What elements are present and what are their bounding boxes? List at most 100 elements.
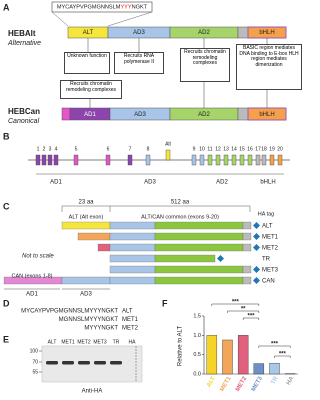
header: HA tag (258, 211, 275, 217)
exon-number: 15 (239, 146, 245, 152)
segment (109, 243, 156, 252)
exon (47, 154, 53, 166)
exon-number: 2 (43, 146, 46, 152)
bar (253, 363, 265, 375)
exon (105, 154, 111, 166)
exon-number: 6 (107, 146, 110, 152)
isoform-label: MET2 (262, 246, 279, 252)
exon (145, 154, 151, 166)
exon-number: 20 (277, 146, 283, 152)
lane-label: MET3 (93, 339, 107, 345)
isoform-label: ALT (262, 224, 273, 230)
segment (154, 254, 216, 263)
exon-number: 1 (37, 146, 40, 152)
panel-letter: F (162, 298, 168, 308)
sequence: MYCAYPVPGMGNNSLMYYYNGKT (57, 5, 148, 11)
exon-number: 9 (193, 146, 196, 152)
note-box: Recruits RNA polymerase II (114, 52, 164, 74)
exon (191, 154, 197, 166)
exon-number: 17 (255, 146, 261, 152)
isoform-label: MET3 (262, 268, 279, 274)
note-box: BASIC region mediates DNA binding to E-b… (236, 44, 302, 90)
exon-number: 12 (215, 146, 221, 152)
lane-label: MET1 (61, 339, 75, 345)
exon (127, 154, 133, 166)
marker-label: 70 (32, 359, 38, 365)
segment (242, 276, 252, 285)
exon-number: Alt (165, 141, 171, 147)
y-axis-label: Relative to ALT (178, 326, 184, 367)
segment (154, 221, 244, 230)
seq-box (51, 1, 153, 13)
domain-label: bHLH (260, 180, 275, 186)
segment (61, 276, 111, 285)
domain-label: AD3 (134, 112, 146, 118)
band (94, 361, 106, 365)
domain-label: ALT (83, 30, 94, 36)
domain-label: bHLH (259, 30, 274, 36)
segment (242, 243, 252, 252)
sig-label: *** (279, 352, 287, 358)
x-tick-label: MET2 (235, 375, 249, 392)
band (78, 361, 90, 365)
y-tick-label: 1.5 (193, 313, 201, 319)
sequence-label: MET1 (122, 317, 139, 323)
segment (109, 232, 156, 241)
band (110, 361, 122, 365)
ha-tag (253, 244, 260, 251)
exon (223, 154, 229, 166)
domain-label: AD3 (80, 292, 92, 298)
lane-label: TR (113, 339, 120, 345)
lane-label: HA (129, 339, 137, 345)
exon (231, 154, 237, 166)
header: CAN (exons 1-8) (12, 273, 53, 279)
exon-number: 14 (231, 146, 237, 152)
sig-label: *** (232, 300, 240, 306)
segment (154, 276, 244, 285)
x-tick-label: MET1 (219, 375, 233, 392)
exon (239, 154, 245, 166)
note-box: Unknown function (64, 52, 110, 74)
ha-tag (217, 255, 224, 262)
y-tick-label: 0.5 (193, 352, 201, 358)
sig-bracket (258, 345, 291, 348)
antibody: Anti-HA (82, 389, 103, 395)
exon (207, 154, 213, 166)
exon (247, 154, 253, 166)
sequence: MYCAYPVPGMGNNSLMYYYNGKT (21, 309, 118, 315)
x-tick-label: MET3 (251, 375, 265, 392)
ha-tag (253, 233, 260, 240)
segment (61, 221, 111, 230)
x-tick-label: ALT (206, 375, 217, 388)
exon-number: 19 (269, 146, 275, 152)
ha-tag (253, 266, 260, 273)
segment (109, 265, 156, 274)
zoom-lines (51, 11, 153, 27)
header: ALT/CAN common (exons 9-20) (141, 214, 219, 220)
sequence: MGNNSLMYYYNGKT (59, 317, 119, 323)
seq-part: YYY (120, 5, 131, 11)
isoform-rows: ALT MET1 MET2 TR MET3 CAN (3, 221, 279, 285)
exon (255, 154, 261, 166)
sig-bracket (242, 317, 260, 320)
exon-number: 7 (129, 146, 132, 152)
exon-number: 11 (207, 146, 212, 152)
exon (53, 154, 59, 166)
bar (206, 335, 218, 375)
bar (269, 362, 280, 375)
figure: A MYCAYPVPGMGNNSLMYYYNGKT HEBAlt Alterna… (3, 1, 302, 395)
isoform-subtitle: Alternative (7, 40, 41, 47)
band (62, 361, 74, 365)
panel-letter: B (3, 131, 10, 141)
connector (87, 38, 268, 52)
sig-label: *** (271, 342, 279, 348)
panel-letter: A (3, 2, 10, 12)
domain (237, 107, 249, 121)
length-brackets (61, 205, 251, 212)
sig-label: ** (241, 307, 246, 313)
panel-letter: E (3, 334, 9, 344)
isoform-name: HEBCan (8, 107, 40, 116)
domain (61, 107, 71, 121)
domain-label: AD2 (198, 30, 210, 36)
